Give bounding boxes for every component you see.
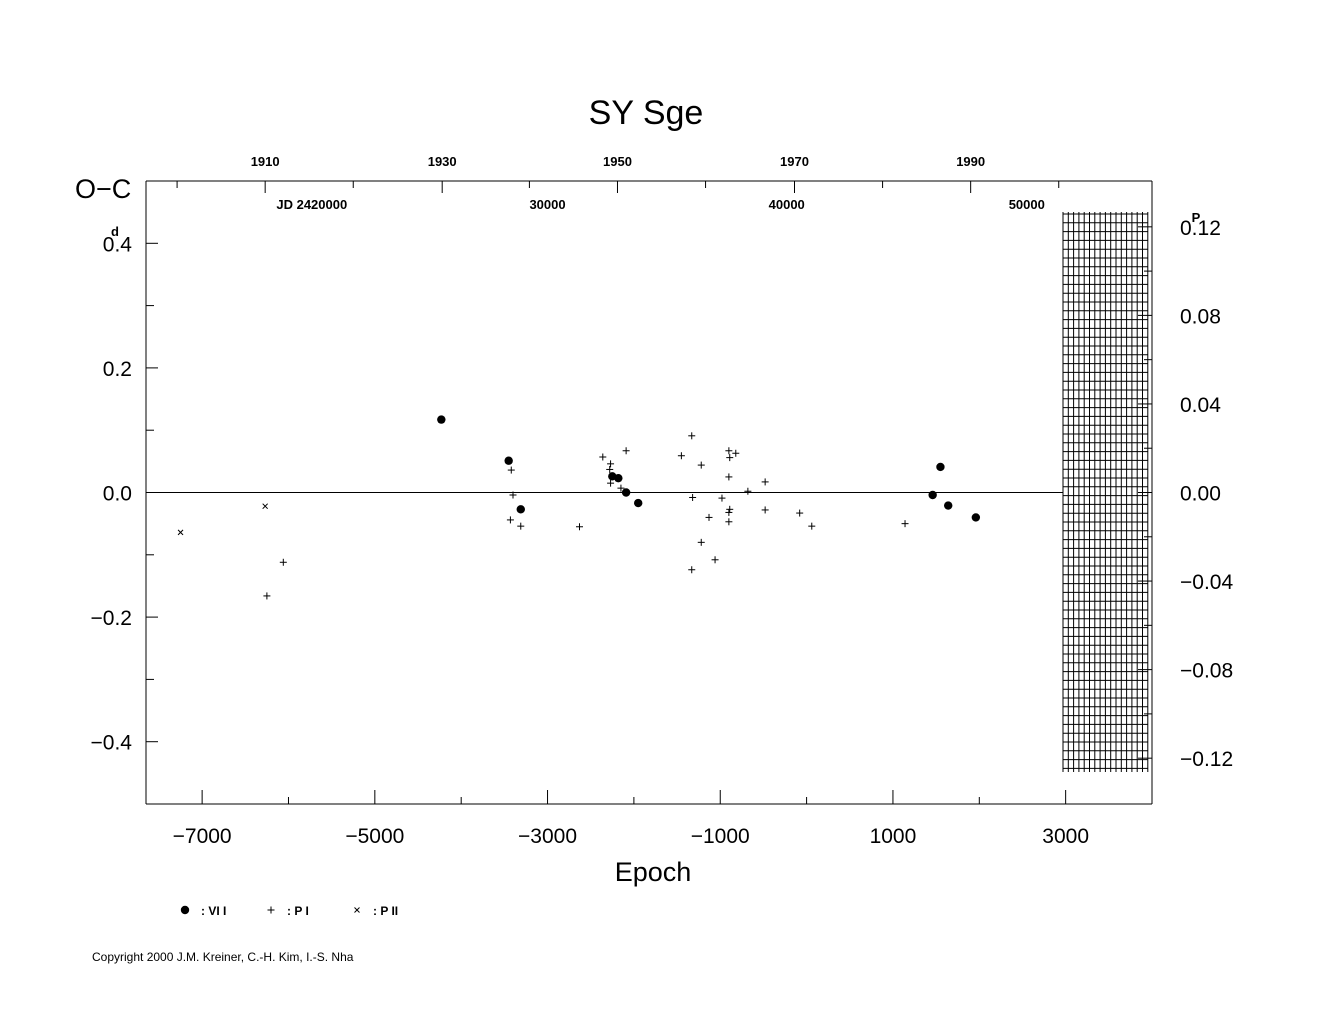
data-point-plus — [761, 478, 769, 486]
copyright-text: Copyright 2000 J.M. Kreiner, C.-H. Kim, … — [92, 950, 354, 964]
year-label: 1950 — [603, 154, 632, 169]
x-tick-label: 3000 — [1042, 825, 1089, 848]
legend-marker-plus — [267, 906, 275, 914]
legend-label: : P II — [373, 904, 398, 918]
y2-tick-label: 0.12 — [1180, 217, 1221, 240]
data-point-cross — [262, 503, 269, 510]
data-point-dot — [944, 501, 953, 510]
x-tick-label: −5000 — [345, 825, 404, 848]
legend-label: : P I — [287, 904, 309, 918]
y2-tick-label: 0.04 — [1180, 394, 1221, 417]
y2-tick-label: 0.00 — [1180, 483, 1221, 506]
legend: : VI I : P I : P II — [180, 904, 398, 918]
data-points — [177, 415, 981, 600]
legend-label: : VI I — [201, 904, 226, 918]
data-point-plus — [506, 516, 514, 524]
data-point-plus — [677, 452, 685, 460]
data-point-dot — [634, 498, 643, 508]
data-point-dot — [437, 415, 446, 424]
axis-tick-labels: −7000 −5000 −3000 −1000 1000 3000 0.4 0.2 0.0 −0.… — [91, 154, 1234, 848]
data-point-plus — [607, 479, 615, 487]
data-point-plus — [688, 566, 696, 574]
axis-ticks — [146, 180, 1153, 805]
data-point-plus — [726, 454, 734, 462]
year-label: 1910 — [251, 154, 280, 169]
y2-unit-label: P — [1192, 210, 1201, 225]
data-point-dot — [971, 513, 981, 522]
legend-marker-cross — [354, 907, 360, 913]
y-axis-label: O−C — [75, 174, 131, 204]
x-axis-label: Epoch — [615, 857, 692, 887]
data-point-plus — [744, 487, 752, 495]
y2-tick-label: 0.08 — [1180, 305, 1221, 328]
data-point-plus — [808, 522, 816, 530]
data-point-plus — [705, 513, 713, 521]
x-tick-label: 1000 — [870, 825, 917, 848]
data-point-plus — [725, 508, 733, 516]
y2-tick-label: −0.04 — [1180, 571, 1233, 594]
year-label: 1970 — [780, 154, 809, 169]
data-point-dot — [936, 462, 945, 472]
x-tick-label: −1000 — [691, 825, 750, 848]
data-point-plus — [622, 447, 630, 455]
data-point-plus — [726, 505, 734, 513]
y2-tick-label: −0.08 — [1180, 660, 1233, 683]
x-tick-label: −7000 — [173, 825, 232, 848]
data-point-plus — [796, 509, 804, 517]
data-point-plus — [599, 453, 607, 461]
y-tick-label: 0.4 — [103, 233, 133, 256]
data-point-plus — [617, 484, 625, 492]
data-point-plus — [711, 556, 719, 564]
jd-label: 40000 — [769, 197, 805, 212]
data-point-plus — [507, 466, 515, 474]
y2-tick-label: −0.12 — [1180, 748, 1233, 771]
jd-label: JD 2420000 — [276, 197, 347, 212]
data-point-plus — [725, 473, 733, 481]
data-point-plus — [279, 558, 287, 566]
data-point-dot — [621, 488, 631, 497]
data-point-plus — [509, 491, 517, 499]
data-point-plus — [575, 523, 583, 531]
data-point-plus — [697, 461, 705, 469]
data-point-plus — [697, 538, 705, 546]
y-tick-label: 0.2 — [103, 358, 132, 381]
y-tick-label: 0.0 — [103, 483, 132, 506]
y-tick-label: −0.4 — [91, 732, 133, 755]
data-point-dot — [516, 505, 525, 514]
legend-marker-dot — [180, 905, 190, 915]
year-label: 1990 — [956, 154, 985, 169]
data-point-plus — [517, 522, 525, 530]
data-point-plus — [688, 432, 696, 440]
jd-label: 30000 — [529, 197, 565, 212]
data-point-plus — [607, 460, 615, 468]
future-epoch-hatching — [1062, 212, 1149, 772]
year-label: 1930 — [428, 154, 457, 169]
data-point-plus — [725, 518, 733, 526]
data-point-plus — [901, 520, 909, 528]
data-point-plus — [689, 493, 697, 501]
data-point-plus — [732, 449, 740, 457]
data-point-plus — [606, 465, 614, 473]
y-unit-label: d — [111, 224, 119, 239]
data-point-dot — [614, 473, 623, 483]
data-point-dot — [504, 456, 513, 465]
data-point-plus — [263, 592, 271, 600]
jd-label: 50000 — [1009, 197, 1045, 212]
y-tick-label: −0.2 — [91, 607, 132, 630]
data-point-plus — [718, 494, 726, 502]
data-point-cross — [177, 529, 184, 536]
chart-title: SY Sge — [589, 94, 704, 132]
x-tick-label: −3000 — [518, 825, 577, 848]
data-point-plus — [725, 447, 733, 455]
data-point-plus — [761, 506, 769, 514]
data-point-dot — [928, 490, 937, 500]
